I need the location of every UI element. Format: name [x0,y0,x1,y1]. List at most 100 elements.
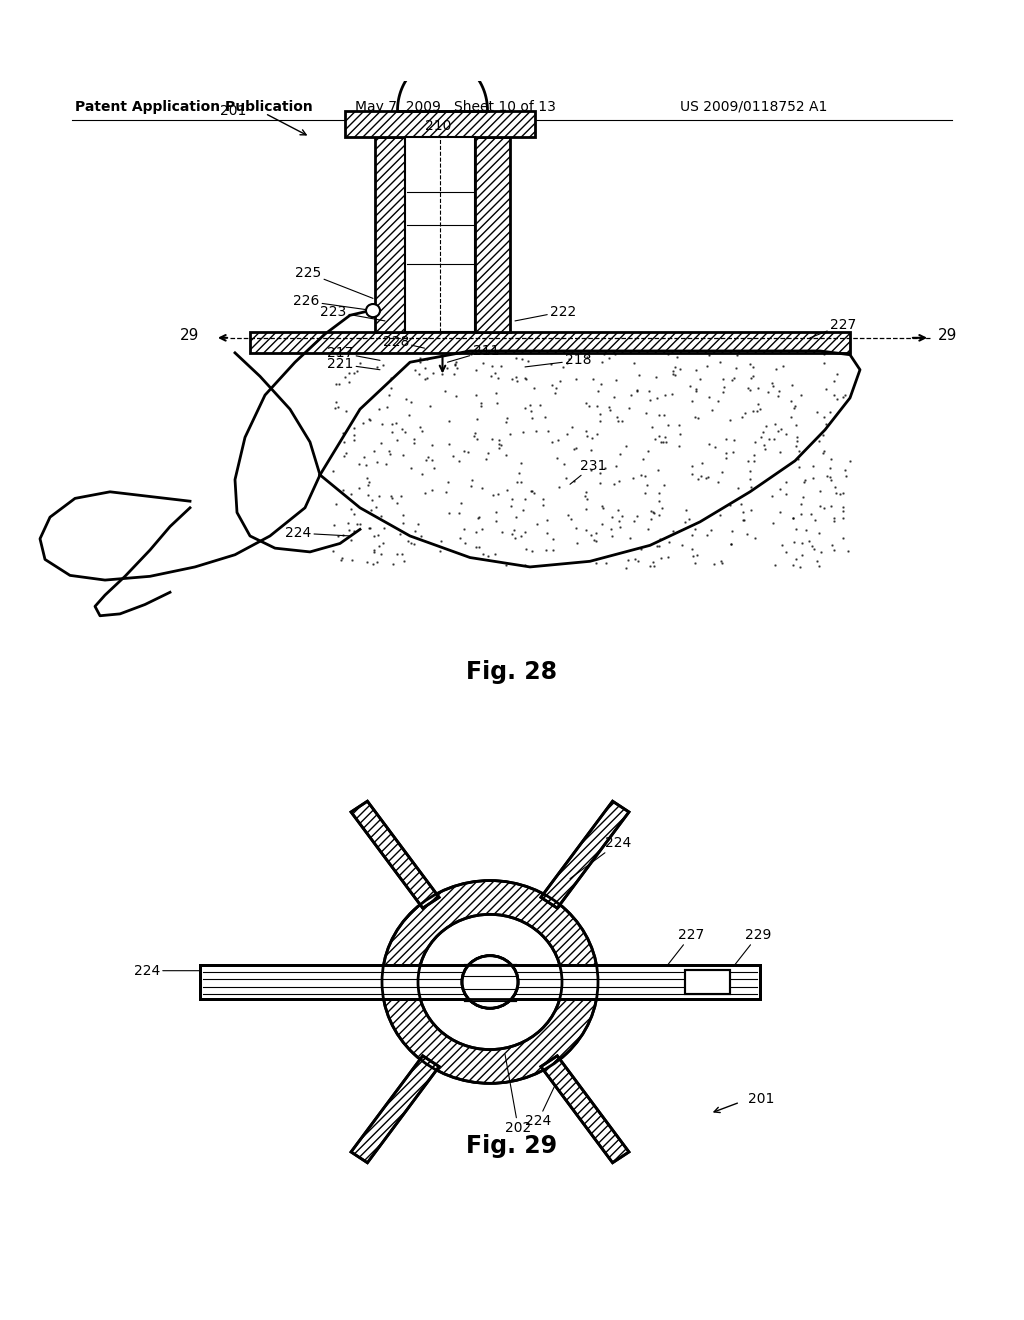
Point [389,429,406,450]
Point [333,549,349,570]
Point [383,368,399,389]
Point [384,487,400,508]
Point [645,502,662,523]
Point [684,455,700,477]
Point [499,479,515,500]
Point [735,510,752,531]
Point [536,488,552,510]
Point [671,414,687,436]
Point [688,359,705,380]
Point [665,360,681,381]
Point [593,513,609,535]
Point [531,395,548,416]
Bar [430,0,585,50]
Point [351,352,368,374]
Point [743,367,760,388]
Point [788,430,805,451]
Point [775,356,792,378]
Point [517,554,534,576]
Text: 217: 217 [327,346,380,360]
Point [330,525,346,546]
Point [592,404,608,425]
Point [418,450,434,471]
Point [650,490,667,511]
Point [359,484,376,506]
Point [718,442,734,463]
Point [384,421,400,442]
Point [730,478,746,499]
Point [472,392,488,413]
Point [466,426,482,447]
Point [475,544,492,565]
Point [453,492,469,513]
Point [583,524,599,545]
Point [395,504,412,525]
Point [369,550,385,572]
Point [384,413,400,434]
Point [403,392,420,413]
Point [778,483,795,504]
Point [622,528,638,549]
Point [581,396,597,417]
Point [346,503,362,524]
Point [768,359,784,380]
Point [555,356,571,378]
Point [710,471,726,492]
Point [468,408,484,429]
Point [718,429,734,450]
Point [504,368,520,389]
Point [538,540,554,561]
Point [629,506,645,527]
Point [666,363,682,384]
Point [725,441,741,462]
Point [653,432,670,453]
Point [771,380,787,401]
Point [535,494,551,515]
Point [371,525,387,546]
Point [822,466,839,487]
Bar [200,965,760,999]
Circle shape [462,956,518,1008]
Point [637,483,653,504]
Point [822,458,839,479]
Point [723,520,739,541]
Point [837,384,853,405]
Text: Fig. 29: Fig. 29 [467,1134,557,1158]
Point [528,421,545,442]
Point [764,486,780,507]
Point [810,430,826,451]
Point [362,500,379,521]
Point [517,397,534,418]
Point [432,540,449,561]
Point [396,550,413,572]
Point [493,355,509,376]
Point [665,520,681,541]
Point [463,343,479,364]
Point [560,504,577,525]
Text: Fig. 28: Fig. 28 [467,660,557,684]
Point [631,364,647,385]
Point [361,409,378,430]
Text: 223: 223 [319,305,385,321]
Point [610,471,627,492]
Point [325,541,341,562]
Point [371,486,387,507]
Point [568,368,585,389]
Point [508,347,524,368]
Point [351,454,368,475]
Point [739,450,756,471]
Point [468,359,484,380]
Point [699,466,716,487]
Point [402,458,419,479]
Point [326,515,342,536]
Point [367,540,383,561]
Point [447,352,464,374]
Point [579,347,595,368]
Text: May 7, 2009   Sheet 10 of 13: May 7, 2009 Sheet 10 of 13 [355,100,556,114]
Point [824,341,841,362]
Point [394,444,411,465]
Point [837,459,853,480]
Point [651,504,668,525]
Point [840,541,856,562]
Point [487,510,504,531]
